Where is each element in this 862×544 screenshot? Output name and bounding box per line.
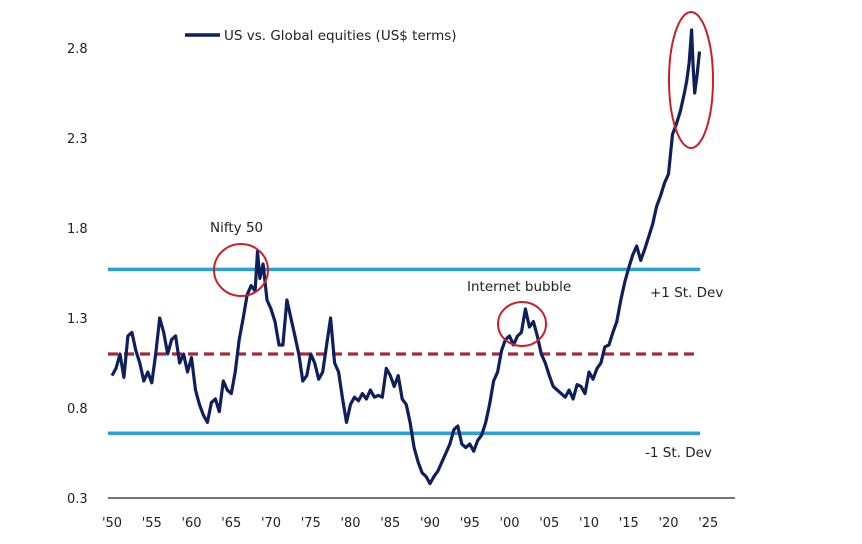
x-tick-label: '05	[539, 516, 559, 531]
x-tick-label: '50	[102, 516, 122, 531]
y-tick-label: 1.8	[67, 222, 88, 237]
y-tick-label: 0.8	[67, 402, 88, 417]
x-tick-label: '60	[181, 516, 201, 531]
annotation-internet-bubble: Internet bubble	[467, 279, 571, 295]
legend: US vs. Global equities (US$ terms)	[185, 28, 457, 44]
y-tick-label: 0.3	[67, 492, 88, 507]
x-tick-label: '65	[221, 516, 241, 531]
x-tick-label: '95	[460, 516, 480, 531]
x-tick-label: '85	[380, 516, 400, 531]
x-tick-label: '00	[499, 516, 519, 531]
series-line	[110, 28, 702, 486]
x-tick-label: '20	[658, 516, 678, 531]
y-tick-label: 2.8	[67, 42, 88, 57]
x-tick-label: '70	[261, 516, 281, 531]
x-tick-label: '80	[340, 516, 360, 531]
x-tick-label: '90	[420, 516, 440, 531]
highlight-circle-nifty	[213, 243, 269, 297]
x-tick-label: '15	[619, 516, 639, 531]
x-tick-label: '55	[142, 516, 162, 531]
annotation-nifty-50: Nifty 50	[210, 220, 263, 236]
y-tick-label: 1.3	[67, 312, 88, 327]
x-tick-label: '10	[579, 516, 599, 531]
highlight-circle-bubble	[497, 301, 547, 347]
x-tick-label: '75	[301, 516, 321, 531]
y-tick-label: 2.3	[67, 132, 88, 147]
legend-label: US vs. Global equities (US$ terms)	[224, 28, 457, 44]
highlight-circle-recent	[668, 11, 714, 149]
ref-label-plus1: +1 St. Dev	[650, 285, 723, 301]
x-tick-label: '25	[698, 516, 718, 531]
ref-label-minus1: -1 St. Dev	[645, 445, 712, 461]
